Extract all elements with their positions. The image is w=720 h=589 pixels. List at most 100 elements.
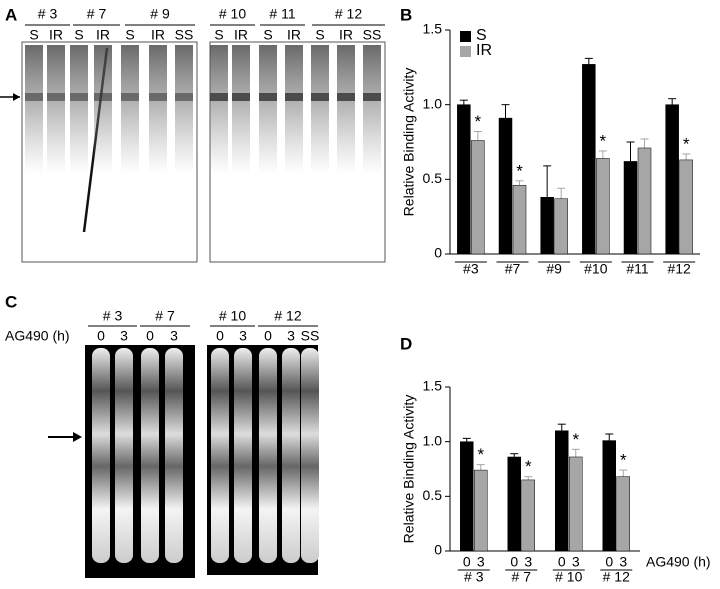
bar [582,64,596,255]
legend-label: IR [476,42,492,59]
y-tick-label: 0.5 [423,487,443,503]
lane-label: S [214,27,223,43]
x-sub-label: 0 [463,554,471,570]
gel-band [70,93,88,101]
bar [665,104,679,255]
y-tick-label: 0 [434,245,442,261]
legend-label: S [476,27,487,44]
x-tick-label: # 12 [603,569,630,585]
gel-lane [311,45,329,175]
gel-band [121,93,139,101]
x-sub-label: 3 [572,554,580,570]
lane-label: 0 [264,328,272,344]
gel-lane [70,45,88,175]
gel-lane [232,45,250,175]
bar [457,104,471,255]
x-tick-label: # 10 [555,569,582,585]
gel-lane [259,45,277,175]
gel-art [0,41,386,578]
y-tick-label: 1.0 [423,95,443,111]
axis-label: AG490 (h) [5,328,70,344]
gel-band [94,93,112,101]
bar [471,140,485,255]
significance-label: * [620,451,627,470]
significance-label: * [525,457,532,476]
lane-label: SS [363,27,382,43]
group-label: # 11 [269,6,295,22]
gel-lane [234,348,252,563]
x-tick-label: #7 [505,261,521,277]
y-tick-label: 0 [434,542,442,558]
lane-label: SS [175,27,194,43]
bar [540,197,554,255]
lane-label: SS [301,328,320,344]
group-label: # 12 [274,308,301,324]
gel-lane [115,348,133,563]
y-axis-label: Relative Binding Activity [401,68,417,217]
lane-label: 3 [120,328,128,344]
gel-lane [121,45,139,175]
panel-label: A [5,5,17,24]
panel-label: D [400,334,412,353]
x-sub-label: 0 [605,554,613,570]
x-sub-label: 0 [558,554,566,570]
bar [596,158,610,255]
arrow-head [73,432,82,442]
gel-band [25,93,43,101]
panel-label: C [5,292,17,311]
gel-lane [259,348,277,563]
x-sub-label: 3 [524,554,532,570]
gel-band [311,93,329,101]
y-tick-label: 1.5 [423,378,443,394]
lane-label: 3 [287,328,295,344]
bar [623,161,638,255]
significance-label: * [572,430,579,449]
significance-label: * [477,445,484,464]
x-tick-label: # 3 [464,569,484,585]
gel-lane [25,45,43,175]
group-label: # 12 [335,6,362,22]
x-sub-label: 3 [477,554,485,570]
significance-label: * [516,161,523,180]
lane-label: 3 [239,328,247,344]
significance-label: * [683,134,690,153]
gel-band [363,93,381,101]
gel-band [337,93,355,101]
x-axis-label: AG490 (h) [646,554,711,570]
gel-lane [94,45,112,175]
lane-label: IR [339,27,353,43]
bar [474,469,488,552]
gel-band [259,93,277,101]
gel-lane [149,45,167,175]
bar [512,185,527,255]
lane-label: S [74,27,83,43]
gel-lane [175,45,193,175]
lane-label: IR [49,27,63,43]
gel-lane [282,348,300,563]
panel-label: B [400,5,412,24]
y-tick-label: 1.0 [423,432,443,448]
lane-label: S [29,27,38,43]
lane-label: IR [287,27,301,43]
bar [637,147,652,255]
gel-lane [92,348,110,563]
group-label: # 3 [103,308,123,324]
lane-label: 3 [170,328,178,344]
group-label: # 7 [87,6,107,22]
gel-lane [363,45,381,175]
bar [554,198,568,255]
y-axis-label: Relative Binding Activity [401,395,417,544]
x-tick-label: #11 [626,261,649,277]
x-tick-label: # 7 [512,569,532,585]
gel-band [47,93,65,101]
gel-lane [337,45,355,175]
bar [507,456,521,552]
lane-label: IR [96,27,110,43]
gel-band [210,93,228,101]
bar [521,479,535,552]
arrow-head [13,93,20,101]
gel-lane [165,348,183,563]
gel-band [149,93,167,101]
gel-band [285,93,303,101]
